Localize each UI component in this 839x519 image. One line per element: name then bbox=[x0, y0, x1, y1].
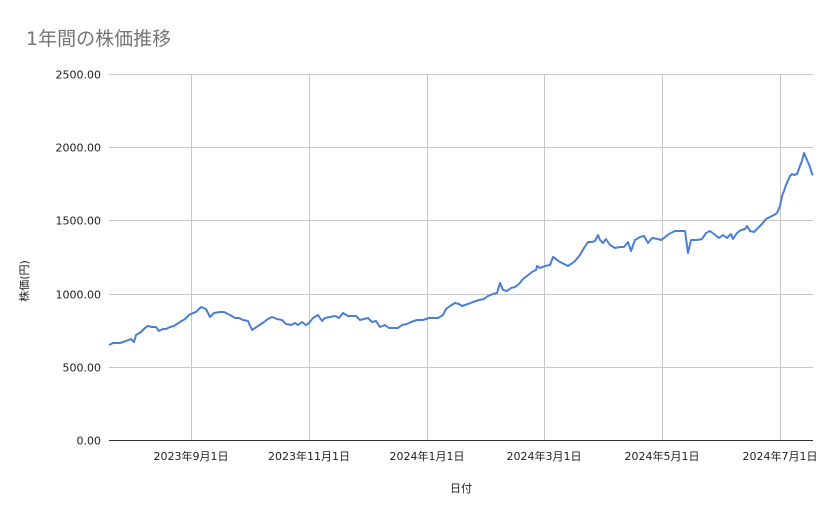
price-line-series bbox=[108, 152, 814, 346]
y-tick-label: 0.00 bbox=[76, 434, 102, 447]
y-tick-label: 1000.00 bbox=[55, 288, 102, 301]
y-tick-label: 2000.00 bbox=[55, 141, 102, 154]
x-tick-label: 2024年5月1日 bbox=[624, 450, 700, 463]
x-tick-label: 2023年11月1日 bbox=[268, 450, 350, 463]
x-tick-label: 2023年9月1日 bbox=[153, 450, 229, 463]
y-tick-label: 500.00 bbox=[62, 361, 102, 374]
x-tick-label: 2024年3月1日 bbox=[506, 450, 582, 463]
chart-title: 1年間の株価推移 bbox=[26, 28, 172, 50]
x-tick-label: 2024年1月1日 bbox=[389, 450, 465, 463]
x-tick-label: 2024年7月1日 bbox=[742, 450, 818, 463]
y-tick-label: 1500.00 bbox=[55, 214, 102, 227]
x-axis-label: 日付 bbox=[450, 482, 472, 495]
y-tick-label: 2500.00 bbox=[55, 68, 102, 81]
